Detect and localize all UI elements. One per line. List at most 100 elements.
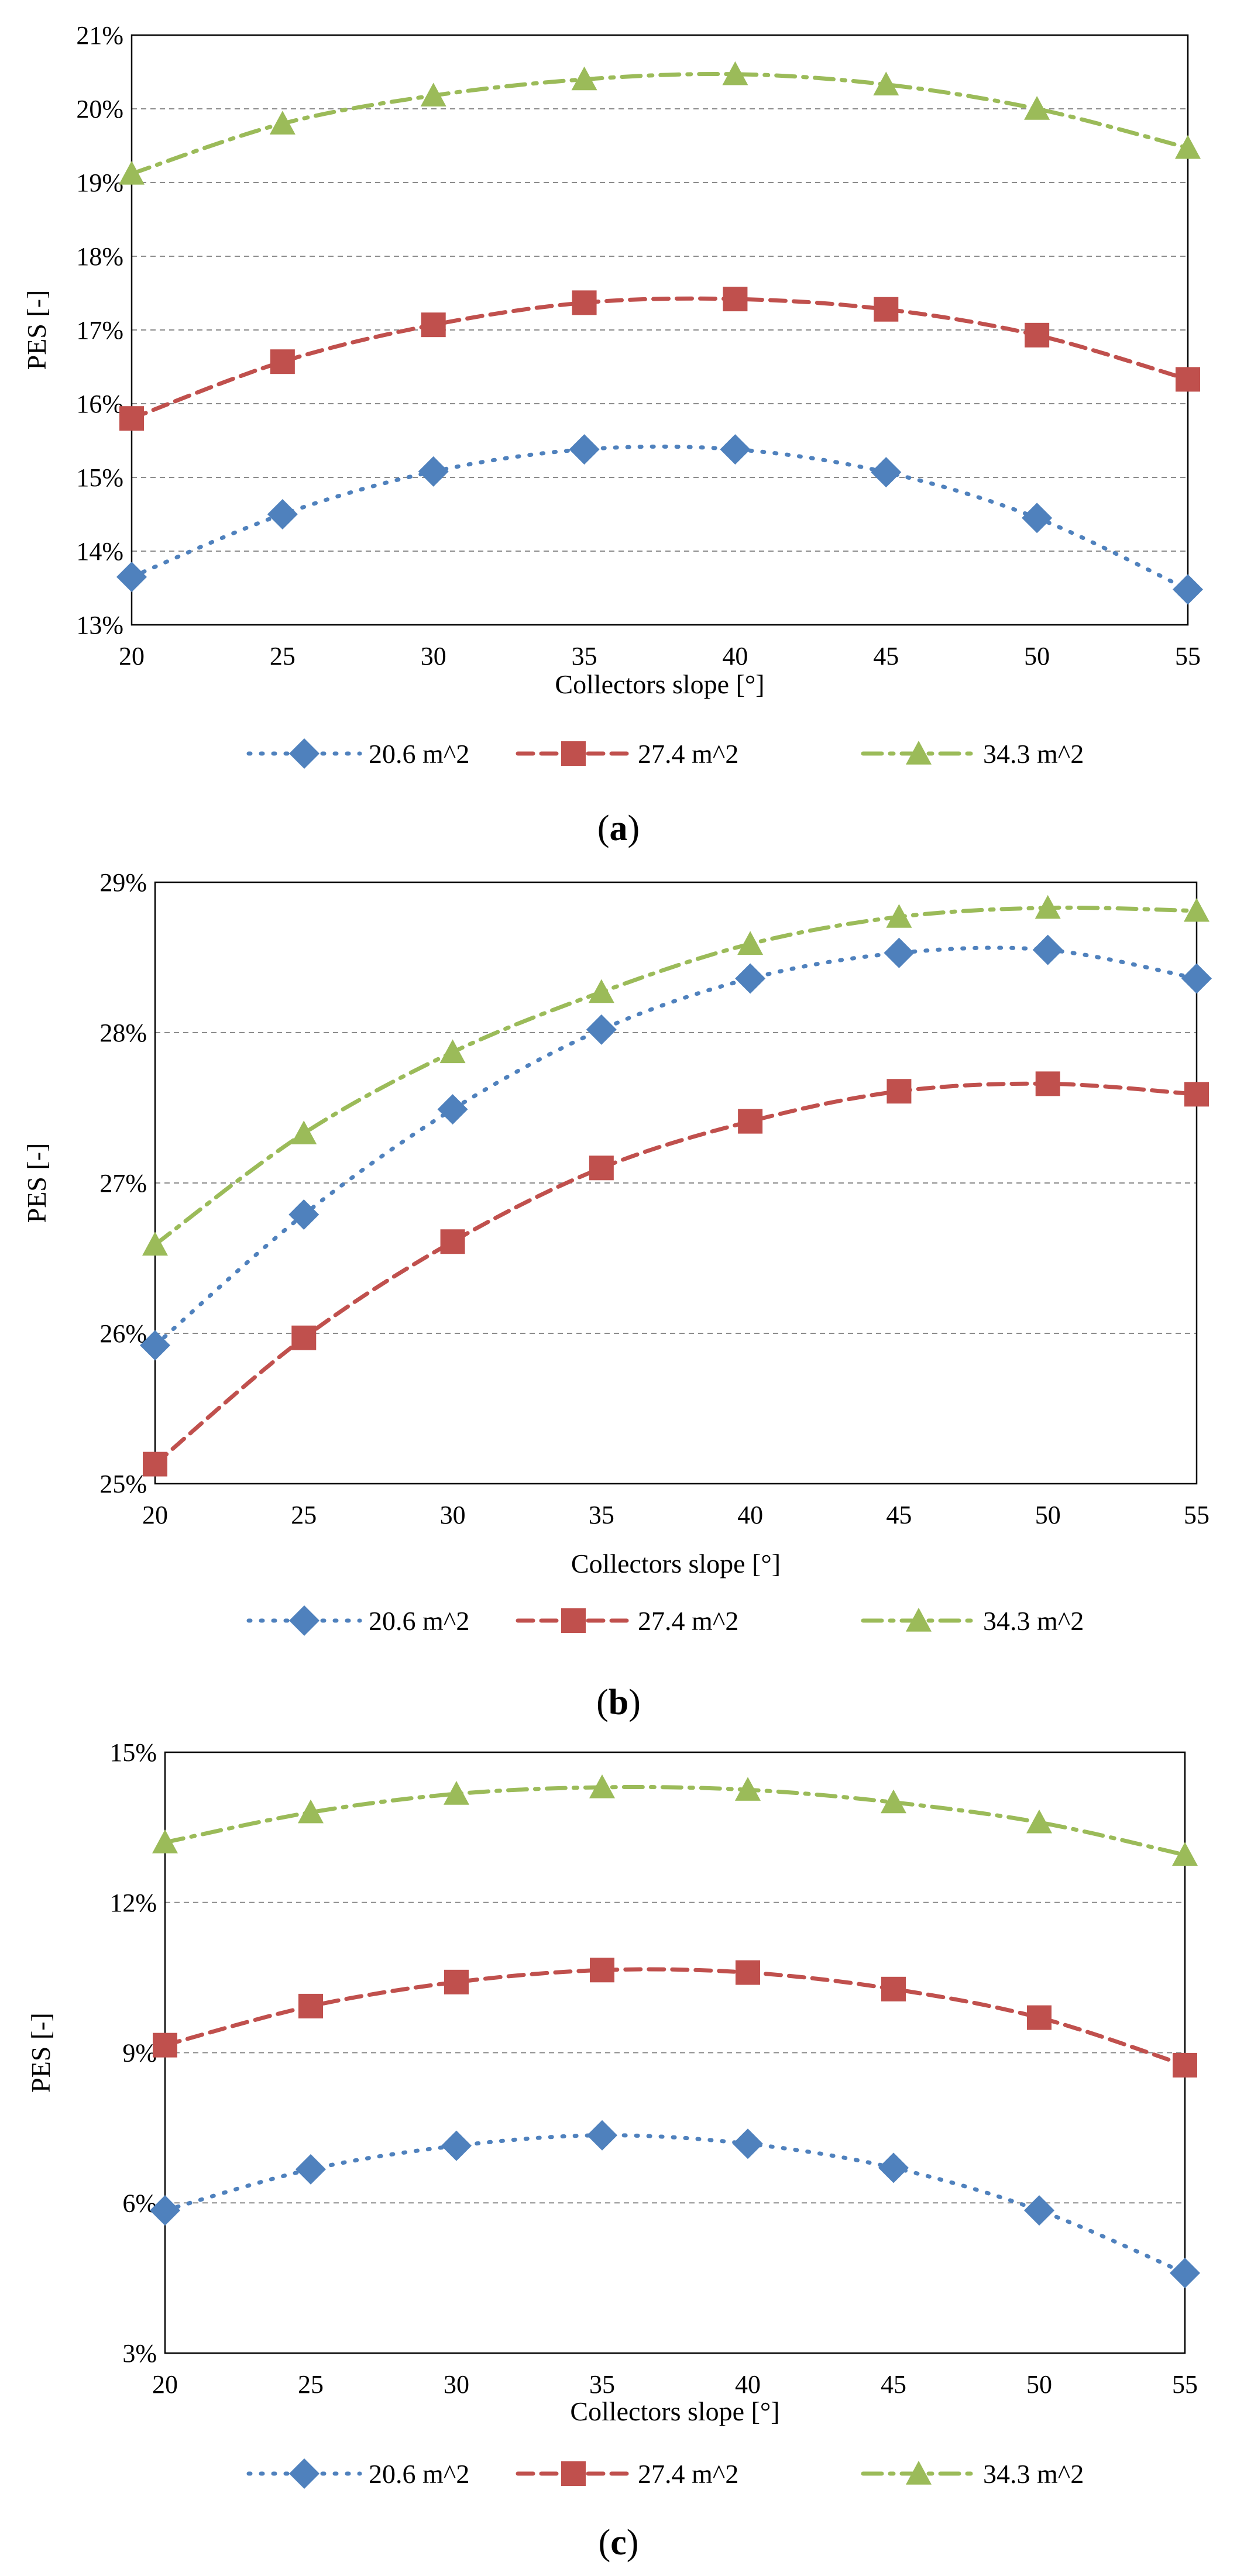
data-point [291, 1325, 317, 1350]
legend-marker [906, 741, 932, 765]
legend-item-2: 27.4 m^2 [516, 1606, 738, 1636]
legend-item-1: 20.6 m^2 [246, 1605, 469, 1636]
series-line-3 [163, 1784, 1187, 1857]
legend-label: 27.4 m^2 [638, 2459, 738, 2489]
data-point [288, 1199, 319, 1230]
data-point [1035, 895, 1061, 919]
data-point [140, 1330, 170, 1361]
x-tick-label: 30 [421, 642, 446, 670]
data-point [587, 2120, 617, 2151]
x-tick-label: 55 [1172, 2370, 1198, 2399]
data-point [1170, 2258, 1200, 2289]
series-markers-3 [152, 1774, 1198, 1866]
data-point [589, 1774, 615, 1798]
y-axis-title: PES [-] [22, 1143, 51, 1223]
data-point [881, 1789, 906, 1814]
y-tick-label: 9% [122, 2039, 157, 2068]
x-tick-label: 40 [735, 2370, 761, 2399]
y-tick-label: 14% [76, 537, 123, 566]
legend-label: 27.4 m^2 [638, 739, 738, 769]
data-point [569, 434, 600, 465]
x-tick-label: 35 [572, 642, 597, 670]
caption-letter: b [609, 1683, 628, 1722]
legend-item-1: 20.6 m^2 [246, 738, 469, 769]
legend-marker [906, 2461, 932, 2485]
legend-marker [561, 741, 586, 766]
data-point [1027, 2005, 1052, 2030]
legend-marker [289, 738, 319, 769]
data-point [143, 1452, 167, 1477]
chart-panel-c: 3% 6% 9% 12% 15% 20 25 30 35 40 45 50 55 PES [-] Colle… [26, 1738, 1200, 2563]
data-point [586, 1014, 617, 1045]
plot-area [154, 881, 1198, 1485]
legend-item-1: 20.6 m^2 [246, 2458, 469, 2489]
data-point [1173, 2052, 1197, 2078]
data-point [572, 290, 597, 315]
x-tick-label: 25 [270, 642, 295, 670]
data-point [444, 1969, 469, 1994]
data-point [884, 937, 915, 968]
series-markers-1 [150, 2120, 1200, 2289]
data-point [733, 2128, 763, 2159]
data-point [1176, 367, 1200, 392]
y-tick-label: 28% [99, 1019, 147, 1047]
data-point [871, 457, 902, 488]
x-tick-label: 40 [737, 1501, 763, 1529]
data-point [420, 82, 446, 107]
legend: 20.6 m^2 27.4 m^2 34.3 m^2 [246, 1605, 1084, 1636]
series-markers-2 [143, 1071, 1209, 1477]
y-axis-title: PES [-] [26, 2013, 56, 2093]
y-tick-label: 29% [99, 868, 147, 897]
legend-label: 20.6 m^2 [369, 2459, 469, 2489]
legend: 20.6 m^2 27.4 m^2 34.3 m^2 [246, 2458, 1084, 2489]
y-tick-label: 25% [99, 1470, 147, 1498]
data-point [722, 61, 748, 85]
data-point [142, 1232, 168, 1256]
x-tick-label: 50 [1035, 1501, 1061, 1529]
x-axis-title: Collectors slope [°] [555, 669, 764, 699]
y-tick-label: 16% [76, 390, 123, 418]
x-tick-label: 20 [152, 2370, 178, 2399]
data-point [1035, 1071, 1060, 1096]
data-point [267, 499, 298, 529]
data-point [571, 66, 597, 91]
data-point [886, 904, 912, 928]
data-point [1024, 96, 1050, 120]
legend-marker [561, 1608, 586, 1633]
data-point [1022, 503, 1053, 534]
y-tick-label: 6% [122, 2189, 157, 2217]
x-tick-label: 55 [1184, 1501, 1209, 1529]
data-point [886, 1079, 912, 1104]
data-point [1026, 1809, 1052, 1834]
x-tick-label: 35 [589, 2370, 615, 2399]
x-tick-label: 50 [1024, 642, 1050, 670]
legend-item-2: 27.4 m^2 [516, 2459, 738, 2489]
caption-close: ) [628, 1683, 641, 1722]
y-tick-label: 18% [76, 242, 123, 271]
series-markers-3 [142, 895, 1209, 1256]
legend-marker [561, 2461, 586, 2486]
caption-close: ) [627, 2523, 639, 2563]
y-axis-title: PES [-] [22, 290, 51, 370]
data-point [590, 1958, 614, 1983]
data-point [874, 297, 899, 322]
y-tick-label: 27% [99, 1169, 147, 1198]
caption-open: ( [597, 809, 610, 848]
x-tick-label: 40 [722, 642, 748, 670]
legend-label: 34.3 m^2 [983, 739, 1084, 769]
series-markers-1 [116, 434, 1203, 605]
x-axis-title: Collectors slope [°] [570, 2396, 779, 2426]
caption-letter: a [610, 809, 628, 848]
data-point [1181, 963, 1212, 994]
data-point [1032, 934, 1063, 965]
y-tick-label: 20% [76, 95, 123, 123]
x-tick-label: 30 [444, 2370, 469, 2399]
data-point [270, 349, 295, 374]
data-point [736, 1960, 760, 1985]
data-point [119, 160, 145, 185]
legend-marker [289, 1605, 319, 1636]
y-tick-label: 15% [109, 1738, 157, 1767]
data-point [441, 2130, 472, 2161]
legend-label: 20.6 m^2 [369, 739, 469, 769]
